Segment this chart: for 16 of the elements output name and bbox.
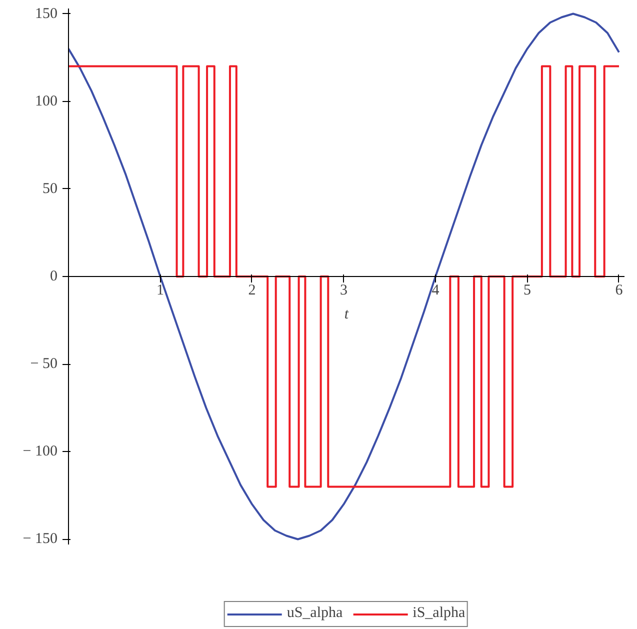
x-tick-label: 3: [340, 282, 348, 298]
legend-label: uS_alpha: [286, 605, 343, 622]
x-axis-title: t: [344, 306, 350, 322]
x-tick-label: 5: [523, 282, 531, 298]
y-tick-label: − 50: [30, 356, 58, 372]
y-tick-label: 0: [50, 268, 58, 284]
x-tick-label: 6: [615, 282, 624, 298]
y-tick-label: 50: [42, 180, 58, 197]
y-tick-label: − 150: [22, 531, 58, 548]
legend-label: iS_alpha: [412, 605, 466, 622]
y-tick-label: 100: [35, 93, 58, 110]
y-tick-label: − 100: [22, 444, 58, 460]
x-tick-label: 2: [248, 282, 256, 298]
y-tick-label: 150: [35, 6, 58, 22]
x-tick-label: 1: [156, 282, 164, 298]
x-tick-label: 4: [432, 282, 440, 298]
